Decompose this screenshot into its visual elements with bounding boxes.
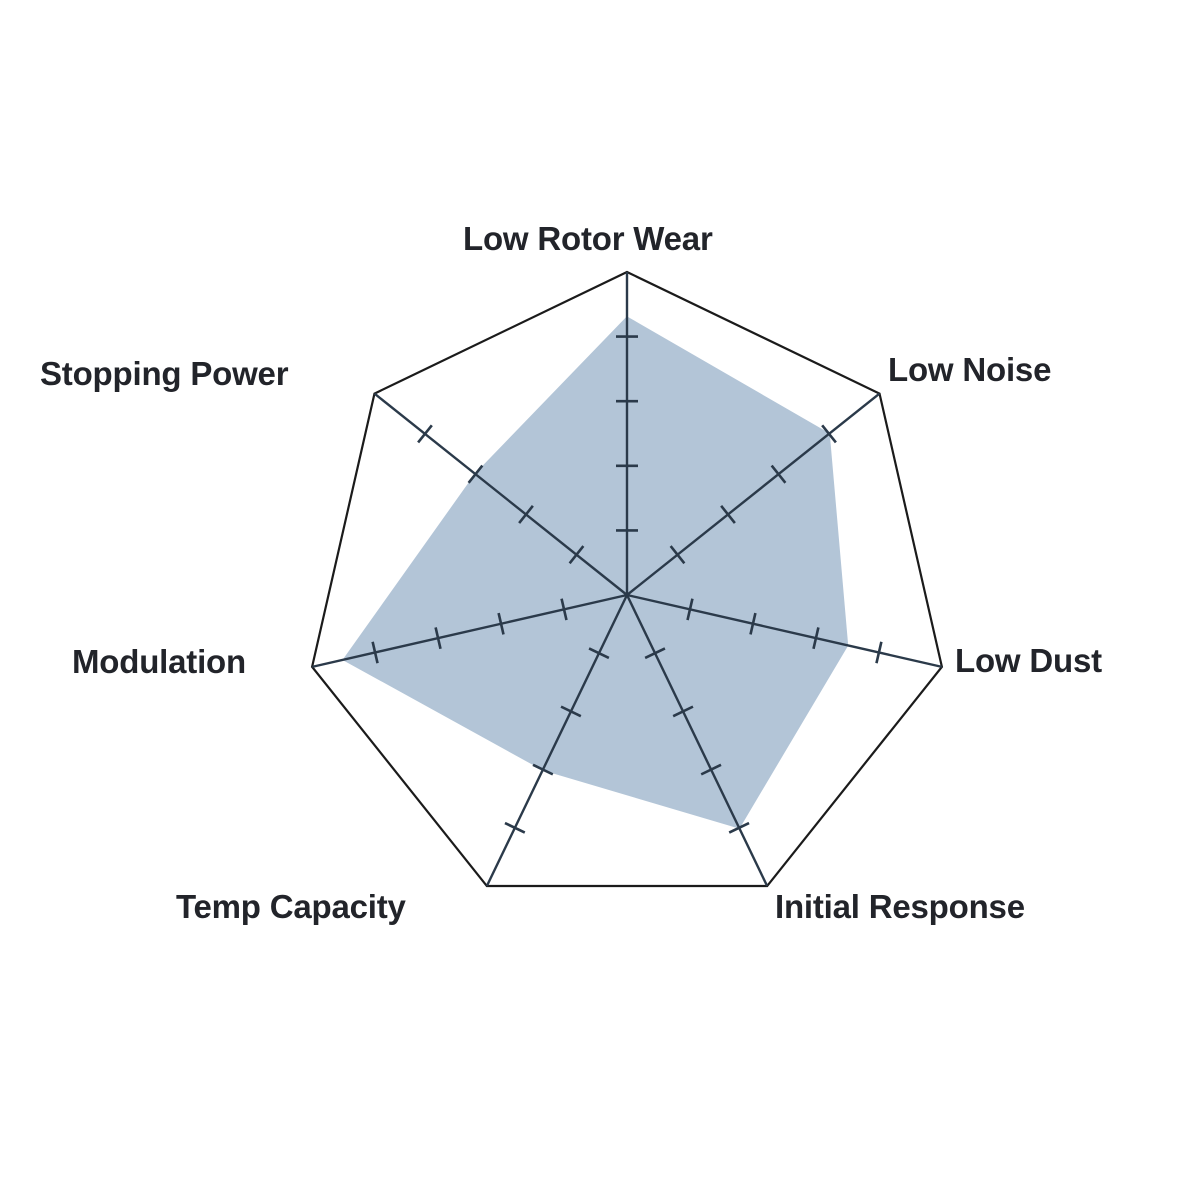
- axis-label-low-noise: Low Noise: [888, 351, 1052, 388]
- outer-ring-polygon: [310, 270, 944, 888]
- axis-label-low-rotor-wear: Low Rotor Wear: [463, 220, 713, 257]
- data-area-polygon: [342, 316, 849, 829]
- axis-label-initial-response: Initial Response: [775, 888, 1025, 925]
- axis-label-stopping-power: Stopping Power: [40, 355, 289, 392]
- axis-spokes: [311, 272, 943, 887]
- axis-label-low-dust: Low Dust: [955, 642, 1102, 679]
- axis-tick-marks: [371, 335, 883, 834]
- axis-label-temp-capacity: Temp Capacity: [176, 888, 406, 925]
- axis-label-modulation: Modulation: [72, 643, 246, 680]
